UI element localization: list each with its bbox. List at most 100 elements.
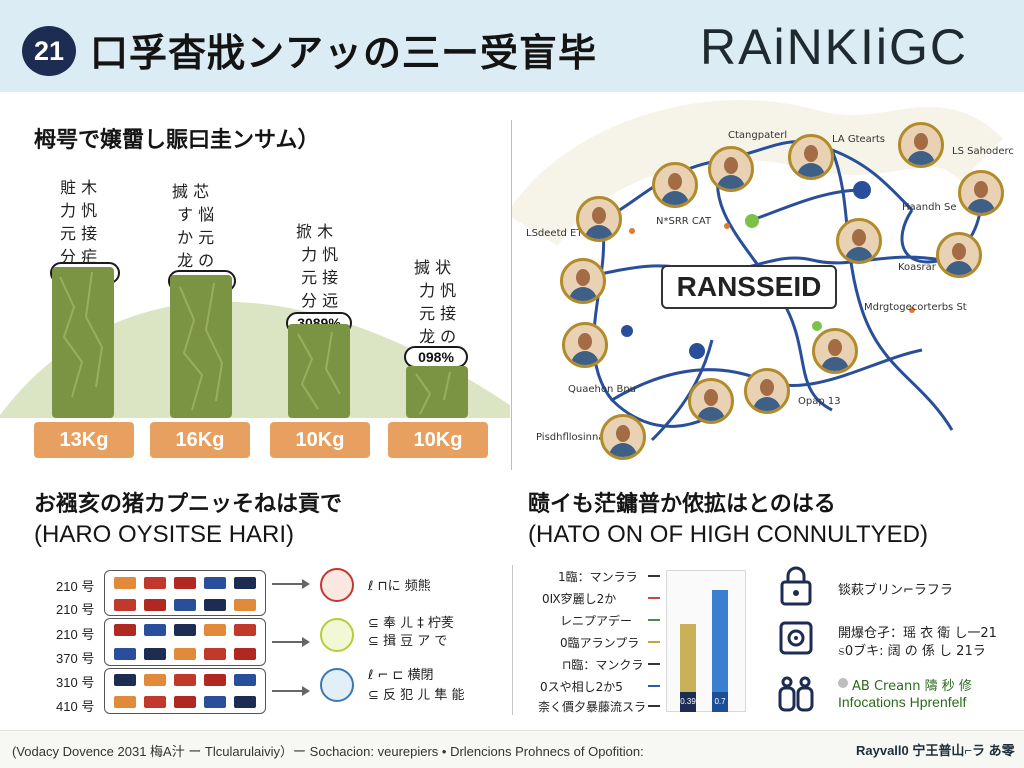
bar-section-title: 栂咢で嬢羀し賑曰圭ンサム） [34, 128, 320, 153]
chip [114, 624, 136, 636]
chip [234, 674, 256, 686]
chip [174, 696, 196, 708]
node-avatar-5 [898, 122, 944, 168]
bar-1 [52, 267, 114, 418]
mini-bar-1-value: 0.39 [680, 692, 696, 712]
node-avatar-8 [936, 232, 982, 278]
chip [234, 648, 256, 660]
bullet-dot [838, 678, 848, 688]
node-label-11: Pisdhfllosinnap [536, 432, 611, 443]
network-diagram: Ctangpaterl LA Gtearts LS Sahoderc LSdee… [512, 100, 1024, 470]
node-avatar-3 [708, 146, 754, 192]
footer: (Vodacy Dovence 2031 梅A汁 ー Tlcularulaivi… [0, 730, 1024, 768]
header: 21 口孚杳戕ンアッの三ー受盲毕 RAiNKIiGC [0, 0, 1024, 92]
mini-bar-chart [666, 570, 746, 712]
node-avatar-4 [788, 134, 834, 180]
node-label-10: Opap 13 [798, 396, 841, 407]
row-label-2: 210 号 [56, 602, 95, 617]
groups-section-subtitle: (HARO OYSITSE HARI) [34, 521, 295, 548]
globe-icon [320, 668, 354, 702]
feature-2-text: 開爆仓孑：瑶 衣 衛 し一21 [838, 626, 997, 641]
bar-3 [288, 324, 350, 418]
node-label-5: N*SRR CAT [656, 216, 712, 227]
chip [234, 624, 256, 636]
bar-1-text: 賍 木 力 忛 元 接 分 疟 [60, 178, 98, 266]
mini-bar-2-value: 0.7 [712, 692, 728, 712]
metrics-section-subtitle: (HATO ON OF HIGH CONNULTYED) [528, 521, 929, 548]
item-1-line1: ℓ ⊓に 频熊 [368, 579, 431, 594]
tick-3 [648, 619, 660, 621]
node-label-3: LS Sahoderc [952, 146, 1014, 157]
chip [144, 696, 166, 708]
feature-3-text: AB Creann 隯 秒 修 [852, 679, 972, 694]
chip [144, 648, 166, 660]
bar-chart: 賍 木 力 忛 元 接 分 疟 0-160% 13Kg 搣 芯 す 悩 か 元 … [0, 150, 510, 460]
footer-credits: (Vodacy Dovence 2031 梅A汁 ー Tlcularulaivi… [12, 744, 644, 759]
bar-2-text: 搣 芯 す 悩 か 元 龙 の [172, 182, 215, 270]
chip [204, 648, 226, 660]
feature-1-text: 锬萩ブリン⌐ラフラ [838, 583, 953, 598]
chip [174, 577, 196, 589]
chip [234, 577, 256, 589]
row-label-5: 310 号 [56, 675, 95, 690]
item-3-line1: ℓ ⌐ ⊏ 横閉 [368, 668, 434, 683]
node-avatar-14 [600, 414, 646, 460]
chip [204, 674, 226, 686]
bar-3-kg: 10Kg [270, 422, 370, 458]
network-center-label: RANSSEID [661, 265, 837, 309]
metric-label-3: レニプアデー [560, 614, 633, 628]
chip [204, 599, 226, 611]
device-icon [779, 621, 813, 655]
bar-3-text: 掀 木 力 忛 元 接 分 远 [296, 222, 339, 310]
tick-6 [648, 685, 660, 687]
item-2-line2: ⊆ 揖 豆 ア で [368, 634, 448, 649]
section-divider [511, 120, 512, 470]
node-avatar-6 [958, 170, 1004, 216]
lock-icon [780, 566, 812, 606]
node-avatar-7 [836, 218, 882, 264]
node-label-1: Ctangpaterl [728, 130, 788, 141]
metric-label-4: 0臨アランプラ [560, 636, 640, 650]
node-avatar-1 [576, 196, 622, 242]
chip [114, 674, 136, 686]
brand-logo: RAiNKIiGC [700, 19, 969, 75]
groups-section-title: お襁亥の猪カプニッそねは貢で [34, 492, 343, 517]
chip [174, 648, 196, 660]
bar-4-text: 搣 状 力 忛 元 接 龙 の [414, 258, 457, 346]
metric-label-2: 0Ⅸ穸麗し2か [542, 592, 617, 606]
chip [174, 624, 196, 636]
node-label-9: Quaehon Bnu [568, 384, 636, 395]
node-avatar-10 [562, 322, 608, 368]
tick-1 [648, 575, 660, 577]
node-avatar-12 [688, 378, 734, 424]
chip [114, 599, 136, 611]
chip [144, 674, 166, 686]
node-label-8: Mdrgtogecorterbs St [864, 302, 967, 313]
chip [204, 696, 226, 708]
chip [114, 577, 136, 589]
chip [204, 577, 226, 589]
node-label-4: LSdeetd ET [526, 228, 583, 239]
node-avatar-2 [652, 162, 698, 208]
bar-2-kg: 16Kg [150, 422, 250, 458]
feature-3-text2: Infocations Hprenfelf [838, 694, 967, 710]
item-2-line1: ⊆ 奉 ㄦ ‡ 柠羐 [368, 616, 454, 631]
mini-bar-1 [680, 624, 696, 712]
chip [204, 624, 226, 636]
bar-4 [406, 366, 468, 418]
chip [114, 648, 136, 660]
bar-1-kg: 13Kg [34, 422, 134, 458]
metric-label-6: 0スや相し2か5 [540, 680, 623, 694]
number-badge: 21 [22, 26, 76, 76]
mushroom-icon [320, 568, 354, 602]
chip [174, 674, 196, 686]
page-title: 口孚杳戕ンアッの三ー受盲毕 [90, 31, 598, 75]
arrow-1 [272, 579, 310, 589]
node-label-6: Haandh Se [902, 202, 957, 213]
tick-5 [648, 663, 660, 665]
row-label-6: 410 号 [56, 699, 95, 714]
node-label-2: LA Gtearts [832, 134, 886, 145]
row-label-3: 210 号 [56, 627, 95, 642]
leaf-icon [320, 618, 354, 652]
hill-background [0, 301, 510, 418]
